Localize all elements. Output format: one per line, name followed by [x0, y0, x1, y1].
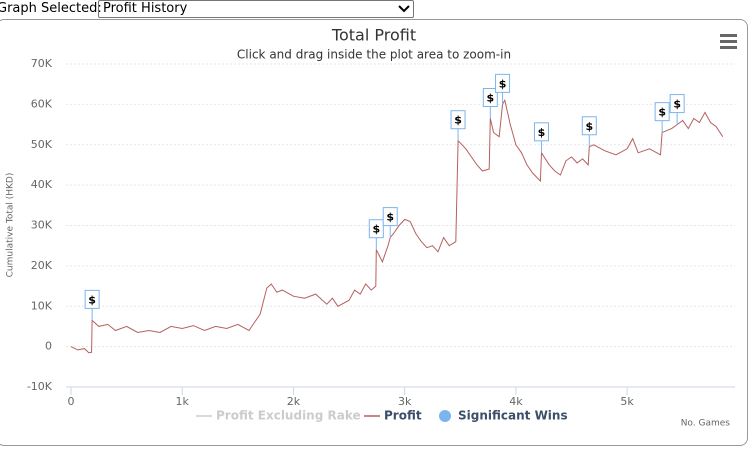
legend-label: Significant Wins	[458, 409, 568, 423]
flag	[382, 207, 398, 227]
legend-symbol	[439, 410, 451, 422]
flag	[533, 122, 549, 142]
flag	[581, 116, 597, 136]
y-tick-label: -10K	[27, 380, 53, 393]
y-tick-label: 60K	[31, 97, 53, 110]
menu-button[interactable]	[720, 34, 737, 49]
flag-label: $	[499, 77, 507, 90]
x-tick-label: 3k	[398, 395, 412, 408]
chart-subtitle: Click and drag inside the plot area to z…	[237, 48, 511, 62]
flag-label: $	[673, 98, 681, 111]
legend-label: Profit Excluding Rake	[216, 409, 361, 423]
flag	[368, 219, 384, 239]
label: Graph Selected:	[0, 1, 102, 16]
x-tick-label: 5k	[620, 395, 634, 408]
chart-title: Total Profit	[331, 26, 416, 45]
y-tick-label: 50K	[31, 138, 53, 151]
profit-line	[70, 98, 724, 354]
flag	[482, 88, 498, 108]
y-tick-label: 10K	[31, 299, 53, 312]
flag-label: $	[372, 223, 380, 236]
flag-label: $	[386, 211, 394, 224]
flag	[450, 110, 466, 130]
dropdown-arrow	[398, 5, 410, 13]
flag-label: $	[486, 92, 494, 105]
x-axis-label: No. Games	[681, 419, 731, 429]
y-tick-label: 40K	[31, 178, 53, 191]
y-tick-label: 30K	[31, 219, 53, 232]
flag-label: $	[454, 114, 462, 127]
x-tick-label: 4k	[509, 395, 523, 408]
x-tick-label: 2k	[287, 395, 301, 408]
flag-label: $	[538, 126, 546, 139]
y-axis-label: Cumulative Total (HKD)	[6, 173, 16, 278]
flag	[84, 289, 100, 309]
selected-option: Profit History	[103, 1, 188, 16]
x-tick-label: 1k	[176, 395, 190, 408]
y-tick-label: 70K	[31, 57, 53, 70]
flag-label: $	[658, 106, 666, 119]
flag	[495, 73, 511, 93]
flag	[669, 94, 685, 114]
y-tick-label: 0	[45, 340, 52, 353]
legend-label: Profit	[384, 409, 422, 423]
flag	[654, 102, 670, 122]
chart-container	[0, 19, 748, 446]
flag-label: $	[88, 293, 96, 306]
x-tick-label: 0	[68, 395, 75, 408]
flag-label: $	[585, 120, 593, 133]
graph-select[interactable]: Profit History	[98, 0, 414, 18]
y-tick-label: 20K	[31, 259, 53, 272]
